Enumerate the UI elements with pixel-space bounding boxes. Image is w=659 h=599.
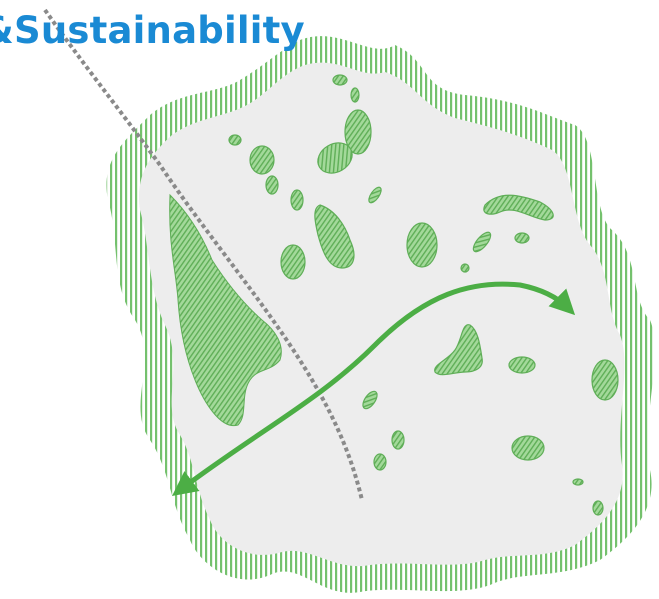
corridor-arrow xyxy=(171,281,576,496)
habitat-patch xyxy=(290,189,304,211)
habitat-patch xyxy=(350,87,360,103)
habitat-patch xyxy=(572,478,584,486)
habitat-patch xyxy=(391,430,405,450)
habitat-patch xyxy=(406,222,438,268)
habitat-patch xyxy=(317,142,353,174)
habitat-patch xyxy=(249,145,275,175)
habitat-patch xyxy=(514,232,530,244)
title-ampersand-fragment: & xyxy=(0,9,14,52)
habitat-patch xyxy=(592,500,604,516)
habitat-patch xyxy=(508,356,536,374)
habitat-patch xyxy=(511,435,545,461)
habitat-patch xyxy=(344,109,372,155)
habitat-patch xyxy=(265,175,279,195)
habitat-patch xyxy=(460,263,470,273)
title-text: Sustainability xyxy=(14,8,305,52)
habitat-patch xyxy=(314,204,355,269)
page-title: &Sustainability xyxy=(0,0,305,60)
habitat-patch xyxy=(228,134,242,146)
habitat-patch xyxy=(373,453,387,471)
habitat-patch xyxy=(332,74,348,86)
habitat-patch xyxy=(368,186,382,204)
habitat-patch xyxy=(483,194,554,221)
habitat-patch xyxy=(472,231,492,253)
habitat-patch xyxy=(280,244,306,280)
habitat-patch xyxy=(591,359,619,401)
